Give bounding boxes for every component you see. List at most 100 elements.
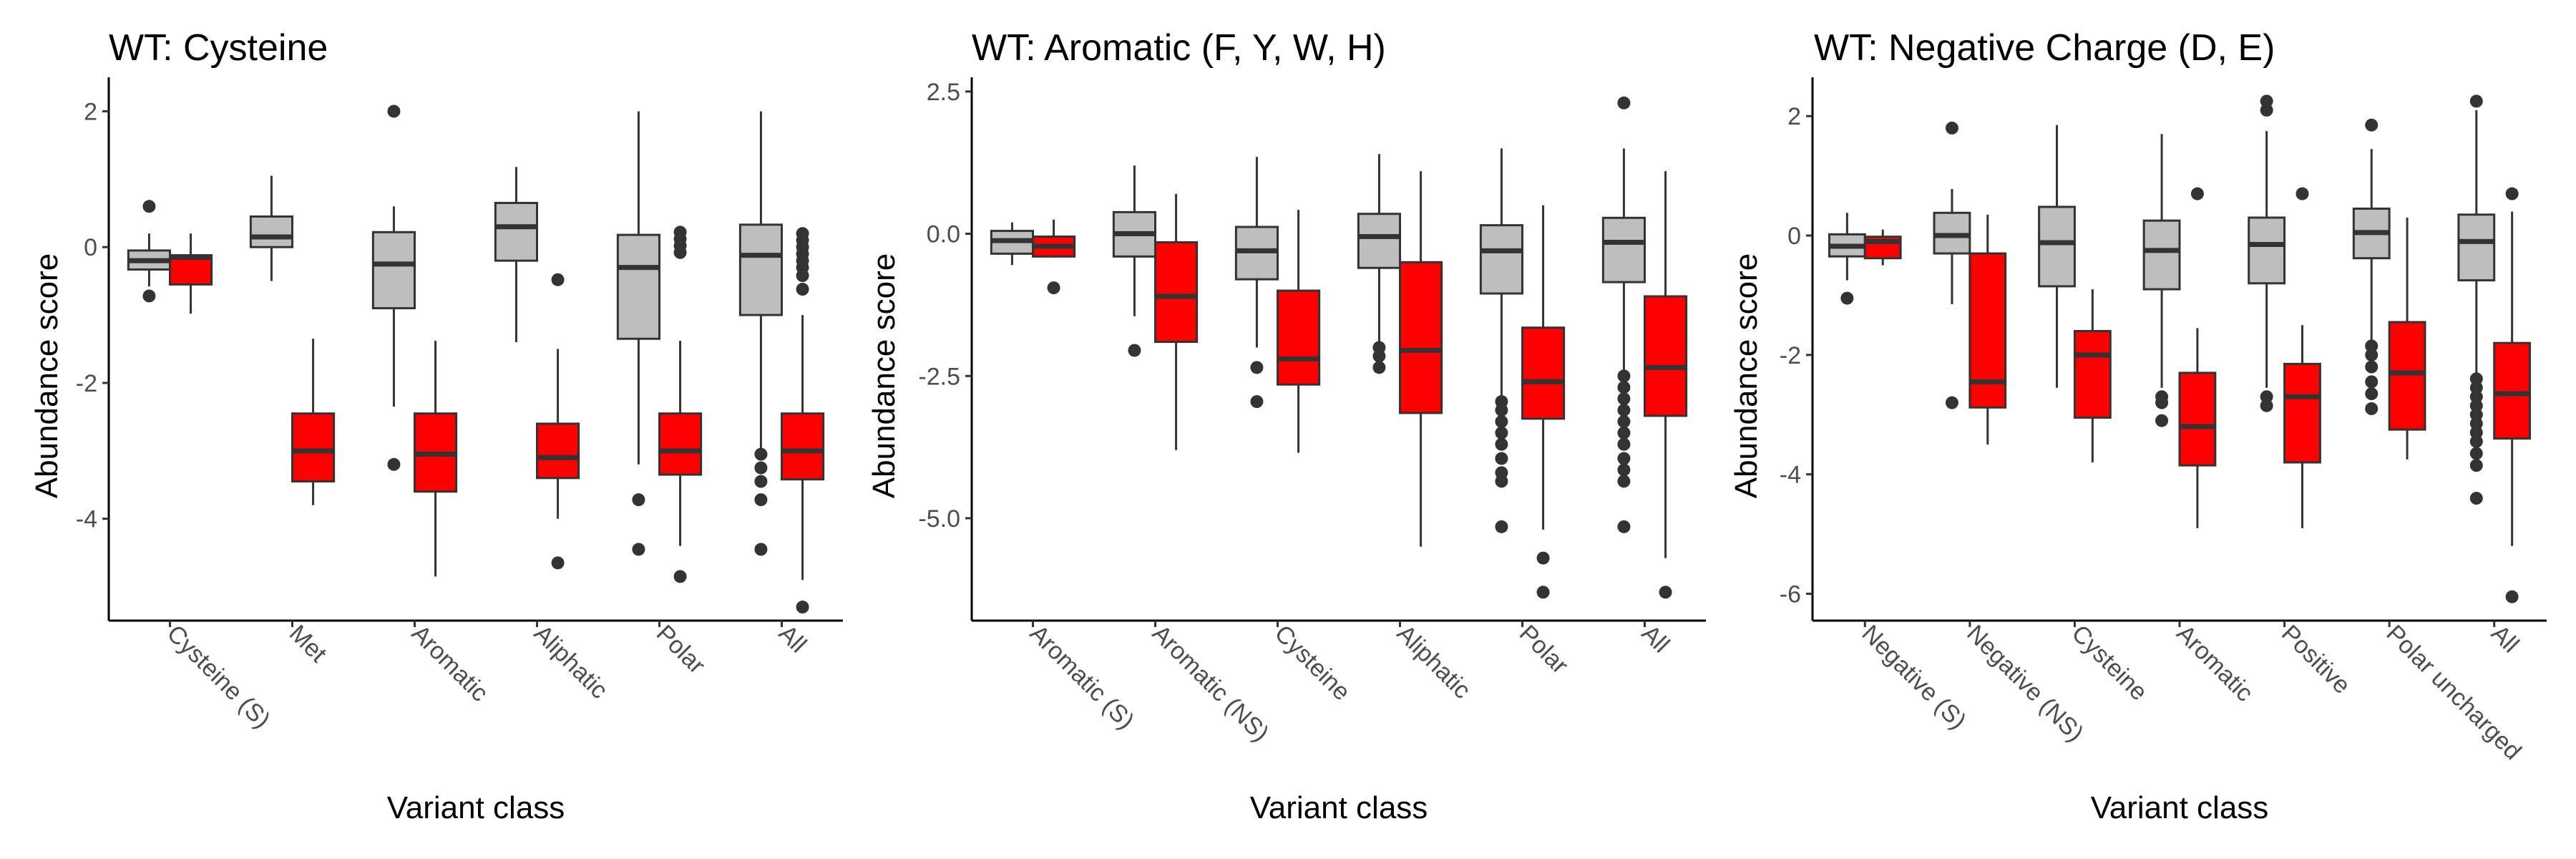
outlier-point [1495, 452, 1508, 465]
outlier-point [2260, 103, 2273, 117]
outlier-point [1945, 121, 1958, 135]
outlier-point [754, 543, 768, 556]
outlier-point [2469, 381, 2483, 394]
outlier-point [1495, 520, 1508, 533]
outlier-point [2505, 187, 2519, 200]
x-axis-title: Variant class [387, 790, 565, 825]
box-mutant [536, 273, 580, 570]
outlier-point [1617, 475, 1631, 488]
outlier-point [2365, 387, 2379, 401]
outlier-point [1495, 414, 1508, 428]
panel-title: WT: Aromatic (F, Y, W, H) [972, 27, 1386, 69]
box-body [738, 223, 783, 316]
outlier-point [673, 246, 687, 259]
outlier-point [1617, 381, 1631, 394]
outlier-point [1495, 475, 1508, 488]
outlier-point [2365, 339, 2379, 353]
outlier-point [2190, 187, 2204, 200]
y-axis-title: Abundance score [867, 253, 902, 498]
outlier-point [2260, 399, 2273, 412]
outlier-point [1840, 291, 1854, 305]
outlier-point [2365, 402, 2379, 415]
outlier-point [2469, 399, 2483, 412]
panel-title: WT: Cysteine [109, 27, 328, 69]
box-body [291, 412, 336, 483]
outlier-point [2505, 590, 2519, 603]
box-wt [2352, 118, 2391, 415]
outlier-point [142, 289, 156, 303]
outlier-point [2365, 360, 2379, 374]
outlier-point [1495, 403, 1508, 417]
outlier-point [2469, 492, 2483, 505]
box-body [1399, 261, 1443, 414]
box-wt [2142, 134, 2181, 427]
box-body [494, 202, 538, 262]
outlier-point [2469, 408, 2483, 422]
y-tick-label: -2 [1780, 342, 1801, 369]
box-body [1357, 213, 1401, 269]
outlier-point [2155, 414, 2169, 427]
box-mutant [658, 225, 703, 583]
y-tick-label: -4 [1780, 462, 1801, 489]
outlier-point [1250, 395, 1264, 409]
outlier-point [1617, 414, 1631, 428]
outlier-point [2469, 390, 2483, 404]
box-wt [494, 167, 538, 343]
box-wt [1357, 154, 1401, 374]
box-mutant [1277, 210, 1321, 453]
box-wt [371, 105, 416, 471]
box-wt [249, 175, 293, 281]
outlier-point [1536, 551, 1550, 565]
outlier-point [2365, 348, 2379, 361]
box-wt [1112, 165, 1156, 357]
box-body [169, 254, 213, 286]
box-body [1479, 224, 1524, 295]
outlier-point [1495, 437, 1508, 451]
outlier-point [1617, 403, 1631, 417]
box-body [658, 412, 703, 476]
box-mutant [1154, 193, 1199, 450]
outlier-point [2469, 417, 2483, 430]
outlier-point [1945, 396, 1958, 409]
outlier-point [1617, 520, 1631, 533]
box-body [1968, 252, 2007, 409]
outlier-point [1617, 437, 1631, 451]
box-body [1521, 326, 1566, 420]
box-body [2178, 372, 2217, 467]
box-wt [738, 111, 783, 556]
box-body [1644, 295, 1688, 417]
box-mutant [2388, 218, 2426, 460]
outlier-point [1128, 344, 1141, 357]
box-mutant [781, 227, 825, 614]
outlier-point [1617, 452, 1631, 465]
box-mutant [1968, 214, 2007, 445]
box-body [2493, 341, 2532, 440]
outlier-point [632, 493, 645, 507]
outlier-point [387, 457, 401, 471]
y-axis-title: Abundance score [1729, 253, 1764, 498]
box-mutant [169, 233, 213, 314]
y-tick-label: -5.0 [918, 505, 960, 533]
outlier-point [551, 556, 565, 570]
box-wt [127, 200, 171, 303]
box-mutant [1521, 205, 1566, 599]
outlier-point [754, 475, 768, 488]
box-wt [2038, 125, 2076, 388]
outlier-point [632, 543, 645, 556]
box-mutant [2283, 187, 2321, 528]
box-body [1277, 289, 1321, 386]
outlier-point [1372, 349, 1386, 363]
outlier-point [1659, 586, 1672, 599]
y-tick-label: -2 [76, 370, 97, 397]
outlier-point [2469, 426, 2483, 440]
outlier-point [2365, 375, 2379, 389]
outlier-point [142, 200, 156, 213]
outlier-point [1617, 392, 1631, 406]
box-body [371, 230, 416, 310]
outlier-point [2469, 372, 2483, 386]
box-wt [2248, 94, 2286, 412]
outlier-point [2260, 390, 2273, 404]
box-body [249, 215, 293, 248]
box-body [2142, 219, 2181, 291]
